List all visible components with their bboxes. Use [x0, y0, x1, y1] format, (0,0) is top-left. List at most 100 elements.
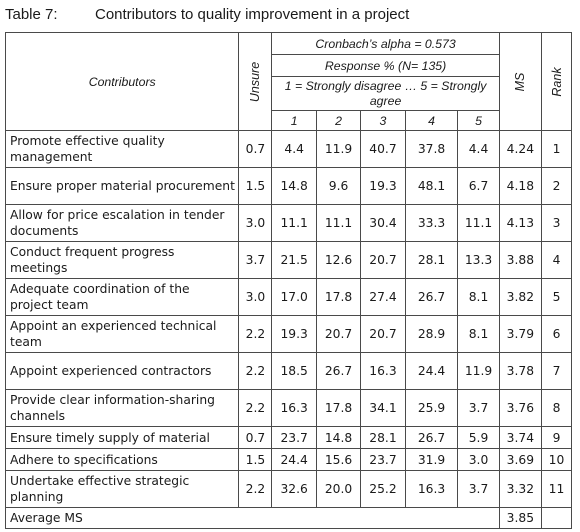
row-ms: 3.88 [498, 241, 543, 279]
header-ms: MS [498, 32, 543, 131]
row-unsure: 2.2 [238, 352, 273, 390]
row-r5: 8.1 [457, 278, 500, 316]
row-r5: 3.7 [457, 389, 500, 427]
row-r5: 6.7 [457, 167, 500, 205]
table-row: Adequate coordination of the project tea… [4, 278, 572, 316]
row-ms: 4.18 [498, 167, 543, 205]
row-ms: 3.82 [498, 278, 543, 316]
row-r4: 48.1 [404, 167, 459, 205]
row-r3: 40.7 [360, 130, 406, 168]
table-row: Allow for price escalation in tender doc… [4, 204, 572, 242]
row-ms: 4.13 [498, 204, 543, 242]
header-contributors: Contributors [4, 32, 240, 131]
row-r1: 14.8 [271, 167, 317, 205]
row-ms: 3.78 [498, 352, 543, 390]
row-r3: 20.7 [360, 241, 406, 279]
row-r3: 19.3 [360, 167, 406, 205]
row-r3: 30.4 [360, 204, 406, 242]
header-response: Response % (N= 135) [271, 54, 500, 77]
row-ms: 3.69 [498, 448, 543, 471]
header-level-1: 1 [271, 110, 317, 131]
row-rank: 8 [541, 389, 572, 427]
row-r2: 14.8 [315, 426, 362, 449]
row-r4: 24.4 [404, 352, 459, 390]
row-unsure: 2.2 [238, 470, 273, 508]
row-rank: 4 [541, 241, 572, 279]
row-contributor: Appoint experienced contractors [4, 352, 240, 390]
row-r4: 28.1 [404, 241, 459, 279]
row-contributor: Provide clear information-sharing channe… [4, 389, 240, 427]
row-r1: 17.0 [271, 278, 317, 316]
row-r2: 11.1 [315, 204, 362, 242]
header-level-2: 2 [315, 110, 362, 131]
row-ms: 3.74 [498, 426, 543, 449]
row-r4: 31.9 [404, 448, 459, 471]
header-cronbach: Cronbach’s alpha = 0.573 [271, 32, 500, 55]
header-unsure: Unsure [238, 32, 273, 131]
table-row: Conduct frequent progress meetings 3.7 2… [4, 241, 572, 279]
row-r1: 18.5 [271, 352, 317, 390]
row-r2: 17.8 [315, 389, 362, 427]
row-r4: 28.9 [404, 315, 459, 353]
row-ms: 3.76 [498, 389, 543, 427]
table-row: Appoint experienced contractors 2.2 18.5… [4, 352, 572, 390]
header-level-3: 3 [360, 110, 406, 131]
row-unsure: 1.5 [238, 448, 273, 471]
row-ms: 4.24 [498, 130, 543, 168]
row-unsure: 2.2 [238, 315, 273, 353]
table-row: Ensure proper material procurement 1.5 1… [4, 167, 572, 205]
row-rank: 11 [541, 470, 572, 508]
row-rank: 1 [541, 130, 572, 168]
table-caption: Table 7: Contributors to quality improvem… [5, 4, 575, 28]
row-r3: 20.7 [360, 315, 406, 353]
table-row: Ensure timely supply of material 0.7 23.… [4, 426, 572, 449]
row-unsure: 2.2 [238, 389, 273, 427]
row-rank: 7 [541, 352, 572, 390]
row-r2: 26.7 [315, 352, 362, 390]
row-contributor: Allow for price escalation in tender doc… [4, 204, 240, 242]
header-rank: Rank [541, 32, 572, 131]
row-contributor: Promote effective quality management [4, 130, 240, 168]
row-r5: 3.7 [457, 470, 500, 508]
row-r3: 28.1 [360, 426, 406, 449]
row-r2: 17.8 [315, 278, 362, 316]
row-r4: 37.8 [404, 130, 459, 168]
table-row: Appoint an experienced technical team 2.… [4, 315, 572, 353]
table-row: Undertake effective strategic planning 2… [4, 470, 572, 508]
row-r2: 9.6 [315, 167, 362, 205]
row-unsure: 1.5 [238, 167, 273, 205]
row-ms: 3.79 [498, 315, 543, 353]
row-r2: 20.7 [315, 315, 362, 353]
row-unsure: 0.7 [238, 426, 273, 449]
table-footer-row: Average MS 3.85 [5, 507, 572, 529]
row-r1: 19.3 [271, 315, 317, 353]
row-r2: 12.6 [315, 241, 362, 279]
table-title: Contributors to quality improvement in a… [95, 6, 410, 23]
average-ms-value: 3.85 [498, 507, 543, 529]
row-contributor: Ensure proper material procurement [4, 167, 240, 205]
row-rank: 2 [541, 167, 572, 205]
row-r1: 21.5 [271, 241, 317, 279]
average-ms-rank-empty [541, 507, 572, 529]
row-r5: 13.3 [457, 241, 500, 279]
row-r1: 11.1 [271, 204, 317, 242]
row-r5: 11.9 [457, 352, 500, 390]
row-contributor: Appoint an experienced technical team [4, 315, 240, 353]
row-r5: 11.1 [457, 204, 500, 242]
row-r3: 25.2 [360, 470, 406, 508]
row-r2: 20.0 [315, 470, 362, 508]
row-rank: 6 [541, 315, 572, 353]
row-rank: 9 [541, 426, 572, 449]
row-r4: 26.7 [404, 278, 459, 316]
row-unsure: 0.7 [238, 130, 273, 168]
row-r3: 23.7 [360, 448, 406, 471]
row-r1: 32.6 [271, 470, 317, 508]
table-row: Promote effective quality management 0.7… [4, 130, 572, 168]
row-unsure: 3.0 [238, 278, 273, 316]
header-scale: 1 = Strongly disagree … 5 = Strongly agr… [271, 76, 500, 111]
row-r4: 25.9 [404, 389, 459, 427]
row-r5: 5.9 [457, 426, 500, 449]
row-r5: 3.0 [457, 448, 500, 471]
header-level-5: 5 [457, 110, 500, 131]
row-contributor: Ensure timely supply of material [4, 426, 240, 449]
